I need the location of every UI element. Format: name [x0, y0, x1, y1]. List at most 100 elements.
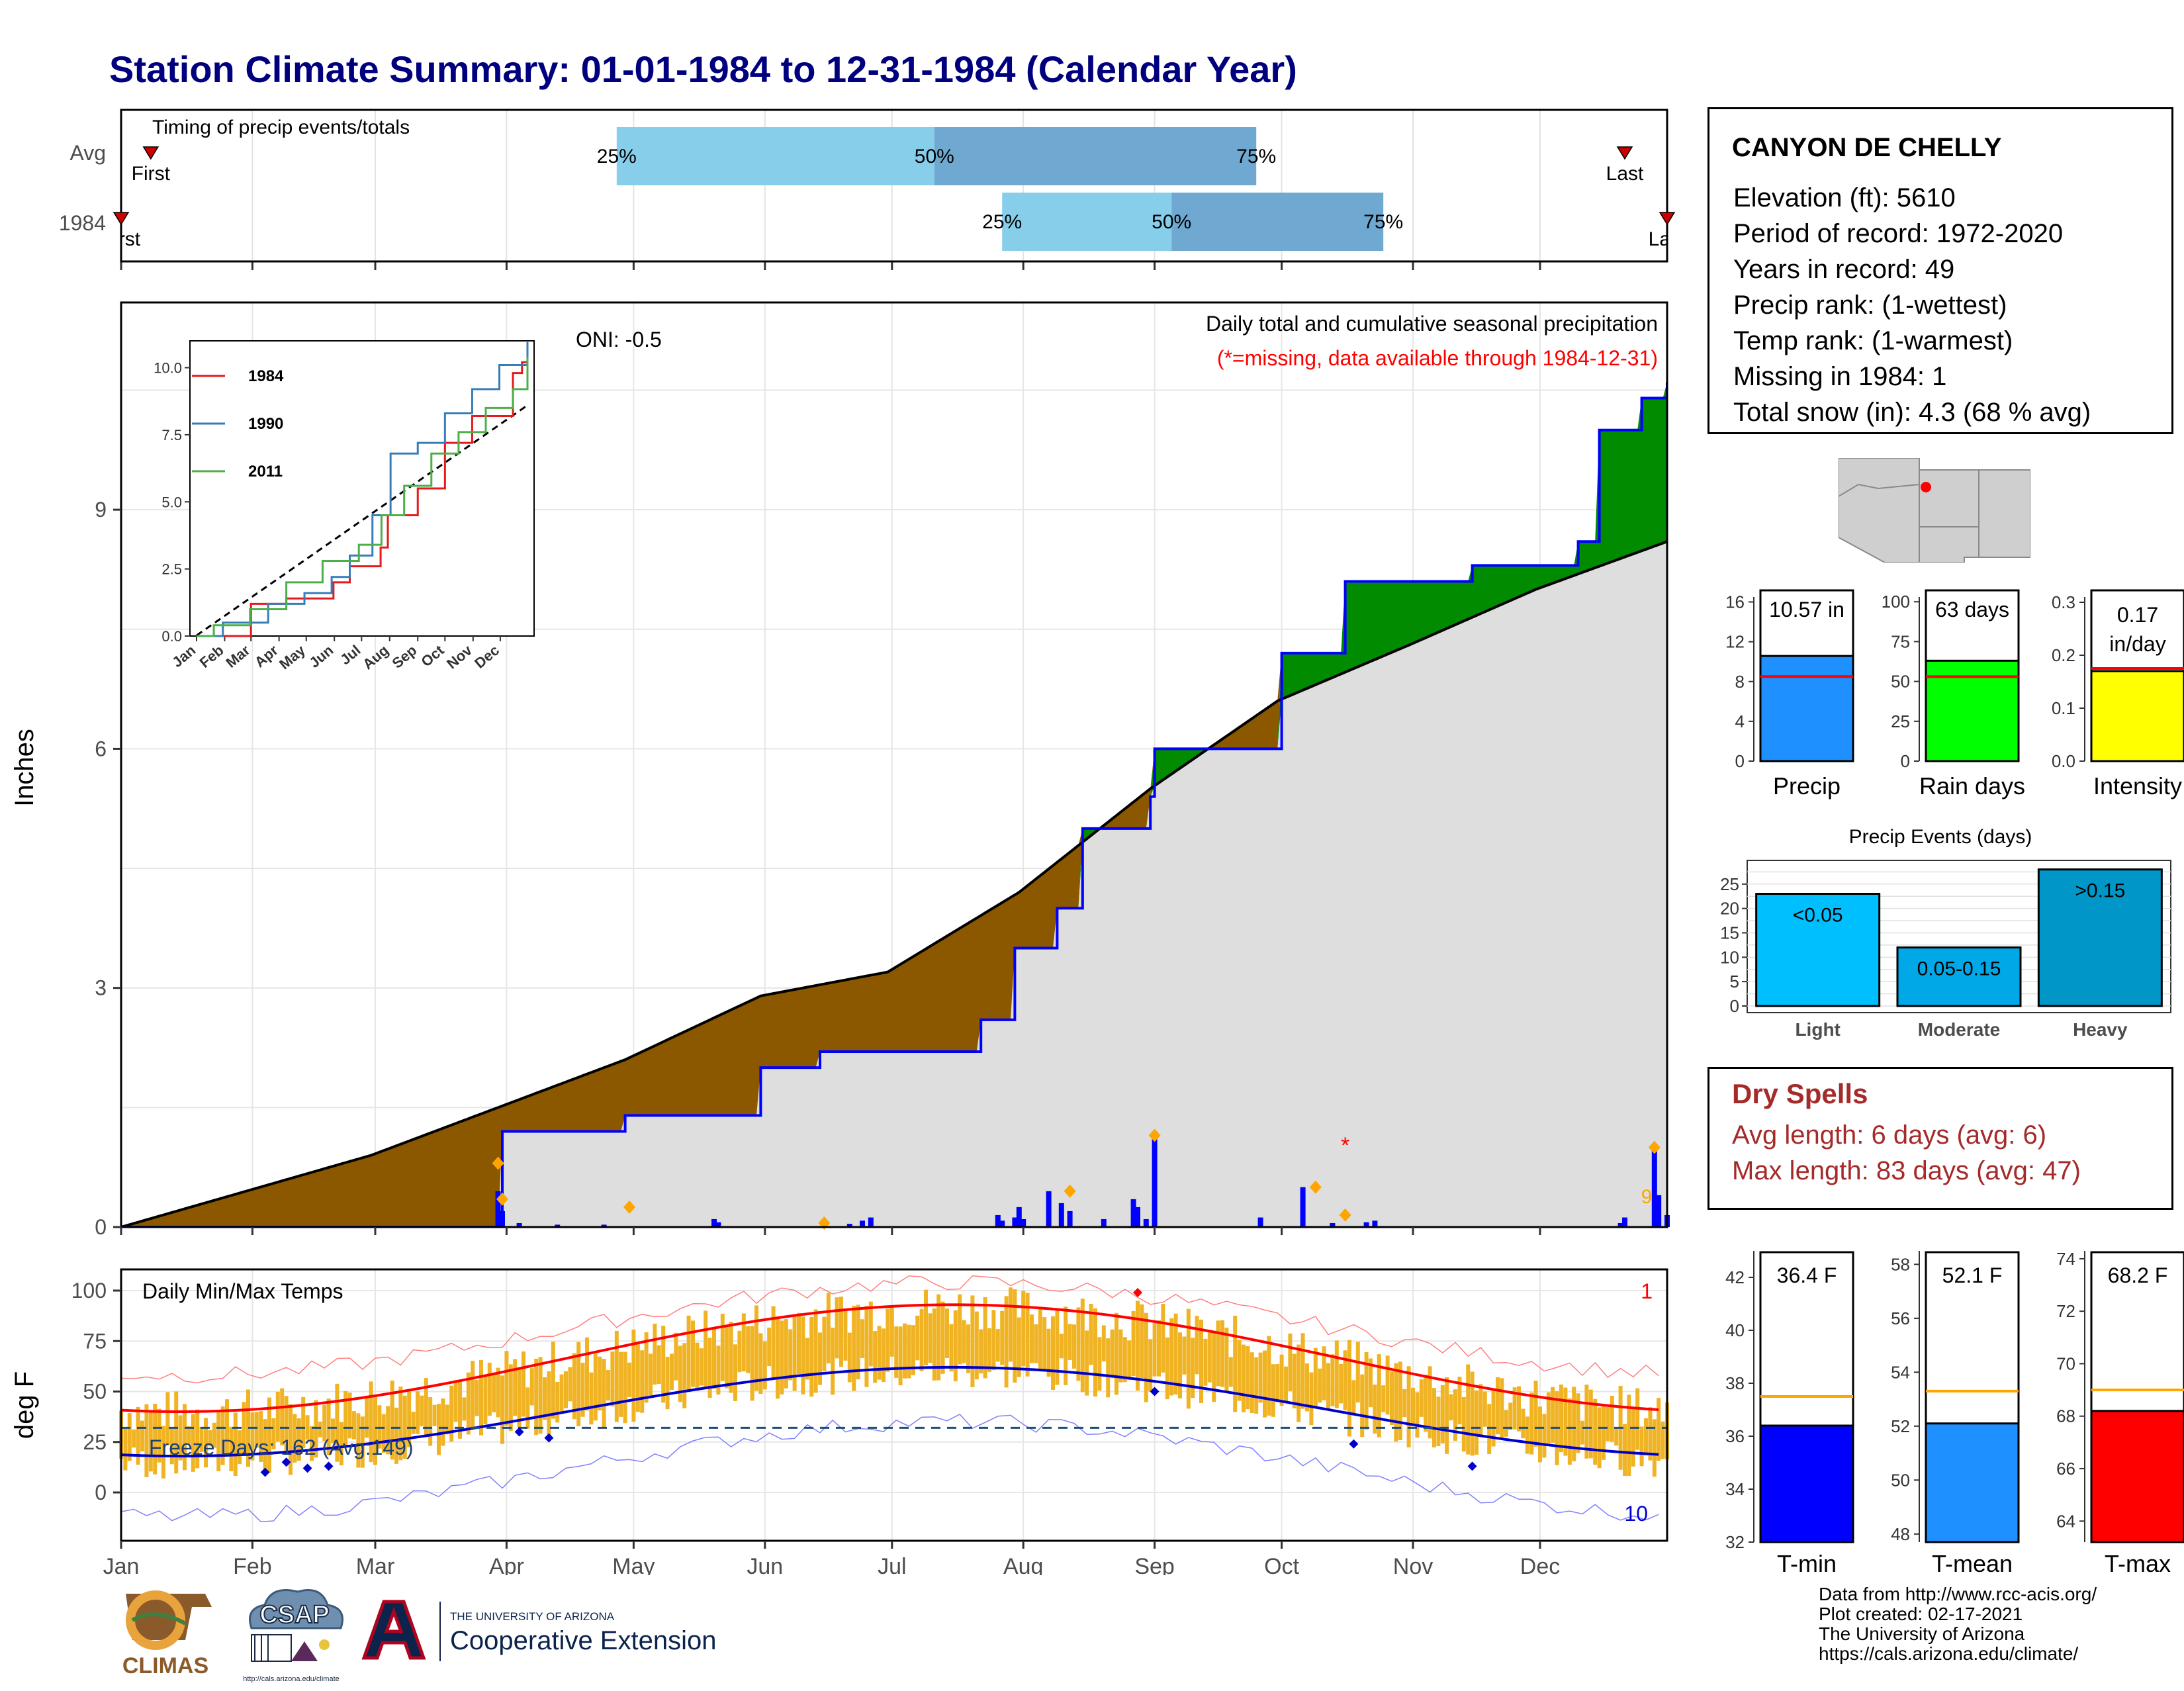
daily-temp-range-bar — [1567, 1398, 1572, 1465]
snow-marker — [623, 1200, 635, 1214]
daily-temp-range-bar — [1339, 1363, 1343, 1404]
daily-temp-range-bar — [776, 1318, 780, 1399]
daily-temp-range-bar — [492, 1372, 496, 1412]
daily-temp-range-bar — [508, 1364, 513, 1432]
timing-bar-q1 — [1002, 193, 1172, 251]
daily-temp-range-bar — [132, 1429, 136, 1448]
temp-summary-value-label: 36.4 F — [1777, 1263, 1837, 1287]
daily-temp-range-bar — [813, 1309, 818, 1393]
snow-marker — [492, 1156, 504, 1170]
daily-temp-range-bar — [572, 1353, 576, 1420]
daily-temp-range-bar — [280, 1388, 285, 1445]
daily-temp-range-bar — [1364, 1352, 1369, 1430]
daily-precip-bar — [1016, 1207, 1022, 1227]
temp-summary-y-tick-label: 32 — [1725, 1532, 1745, 1552]
daily-temp-range-bar — [1220, 1320, 1224, 1387]
daily-temp-range-bar — [1580, 1420, 1584, 1445]
timing-p75-label: 75% — [1236, 146, 1276, 167]
last-event-marker — [1616, 146, 1633, 160]
daily-temp-range-bar — [1059, 1334, 1064, 1359]
daily-temp-range-bar — [1195, 1316, 1199, 1375]
daily-temp-range-bar — [161, 1426, 165, 1479]
daily-temp-range-bar — [195, 1409, 200, 1469]
daily-precip-bar — [1372, 1220, 1378, 1227]
timing-title: Timing of precip events/totals — [152, 116, 410, 138]
temp-title: Daily Min/Max Temps — [142, 1279, 343, 1303]
precip-cumulative-line — [121, 382, 1667, 1227]
daily-temp-range-bar — [1157, 1320, 1161, 1377]
inset-month-label: Mar — [222, 641, 253, 671]
daily-temp-range-bar — [1517, 1386, 1521, 1432]
daily-temp-range-bar — [809, 1317, 814, 1397]
daily-temp-range-bar — [522, 1351, 525, 1417]
daily-temp-range-bar — [1309, 1372, 1314, 1426]
daily-temp-range-bar — [529, 1368, 534, 1406]
temp-summary-bar-label: T-min — [1777, 1550, 1837, 1577]
daily-precip-bar — [995, 1214, 1001, 1227]
daily-temp-range-bar — [1300, 1333, 1305, 1409]
inset-y-tick-label: 5.0 — [161, 494, 182, 510]
daily-temp-range-bar — [127, 1413, 132, 1461]
daily-temp-range-bar — [839, 1297, 843, 1367]
temp-y-tick-label: 0 — [95, 1481, 107, 1504]
daily-temp-range-bar — [293, 1414, 297, 1463]
daily-temp-range-bar — [712, 1327, 716, 1389]
daily-temp-range-bar — [1025, 1293, 1030, 1377]
daily-temp-range-bar — [593, 1353, 598, 1421]
daily-temp-range-bar — [1000, 1310, 1005, 1365]
summary-y-tick-label: 0 — [1735, 751, 1745, 771]
daily-temp-range-bar — [987, 1328, 991, 1372]
summary-y-tick-label: 25 — [1891, 711, 1910, 731]
daily-temp-range-bar — [805, 1338, 809, 1380]
daily-temp-range-bar — [919, 1308, 924, 1371]
daily-temp-range-bar — [1237, 1340, 1242, 1401]
daily-temp-range-bar — [559, 1374, 564, 1412]
daily-temp-range-bar — [729, 1322, 733, 1393]
credit-line: Plot created: 02-17-2021 — [1819, 1604, 2023, 1624]
timing-p75-label: 75% — [1363, 211, 1403, 233]
daily-temp-range-bar — [411, 1412, 416, 1434]
snow-marker — [1648, 1140, 1661, 1154]
daily-precip-bar — [555, 1224, 561, 1227]
precip-y-tick-label: 0 — [95, 1215, 107, 1239]
daily-temp-range-bar — [1161, 1304, 1165, 1373]
daily-temp-range-bar — [428, 1397, 433, 1446]
snow-marker — [1148, 1128, 1161, 1142]
precip-event-category: Heavy — [2073, 1019, 2128, 1040]
events-y-tick-label: 25 — [1720, 874, 1739, 894]
daily-temp-range-bar — [1627, 1394, 1631, 1477]
daily-temp-range-bar — [1046, 1328, 1051, 1377]
daily-temp-range-bar — [1491, 1389, 1496, 1447]
daily-temp-range-bar — [1080, 1299, 1085, 1393]
daily-precip-bar — [495, 1191, 501, 1227]
events-y-tick-label: 10 — [1720, 947, 1739, 967]
snow-marker — [1064, 1184, 1076, 1198]
temp-summary-bar — [2090, 1410, 2184, 1543]
summary-y-tick-label: 0 — [1901, 751, 1910, 771]
daily-temp-range-bar — [780, 1320, 784, 1394]
daily-temp-range-bar — [416, 1391, 420, 1434]
daily-temp-range-bar — [310, 1426, 314, 1461]
daily-temp-range-bar — [932, 1308, 936, 1381]
daily-temp-range-bar — [238, 1430, 242, 1465]
timing-row-avg-label: Avg — [69, 141, 106, 165]
daily-temp-range-bar — [123, 1427, 128, 1471]
daily-temp-range-bar — [602, 1359, 606, 1428]
daily-temp-range-bar — [1572, 1387, 1576, 1461]
last-event-marker — [1659, 212, 1676, 226]
daily-temp-range-bar — [1148, 1339, 1153, 1392]
events-y-tick-label: 5 — [1730, 972, 1739, 991]
daily-temp-range-bar — [500, 1375, 504, 1444]
daily-temp-range-bar — [1466, 1364, 1471, 1455]
daily-temp-range-bar — [1343, 1350, 1347, 1410]
daily-precip-bar — [1143, 1218, 1149, 1227]
record-low-marker — [1349, 1439, 1359, 1449]
daily-temp-range-bar — [398, 1386, 403, 1461]
daily-precip-bar — [860, 1220, 865, 1227]
daily-temp-range-bar — [1322, 1346, 1326, 1400]
daily-temp-range-bar — [1186, 1308, 1191, 1409]
daily-temp-range-bar — [441, 1398, 445, 1446]
record-low-marker — [302, 1463, 312, 1473]
daily-temp-range-bar — [585, 1337, 589, 1411]
daily-temp-range-bar — [991, 1310, 996, 1371]
